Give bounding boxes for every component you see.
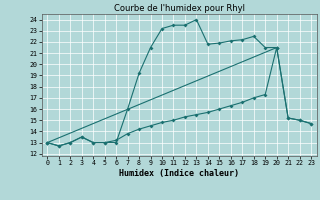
Title: Courbe de l'humidex pour Rhyl: Courbe de l'humidex pour Rhyl — [114, 4, 245, 13]
X-axis label: Humidex (Indice chaleur): Humidex (Indice chaleur) — [119, 169, 239, 178]
